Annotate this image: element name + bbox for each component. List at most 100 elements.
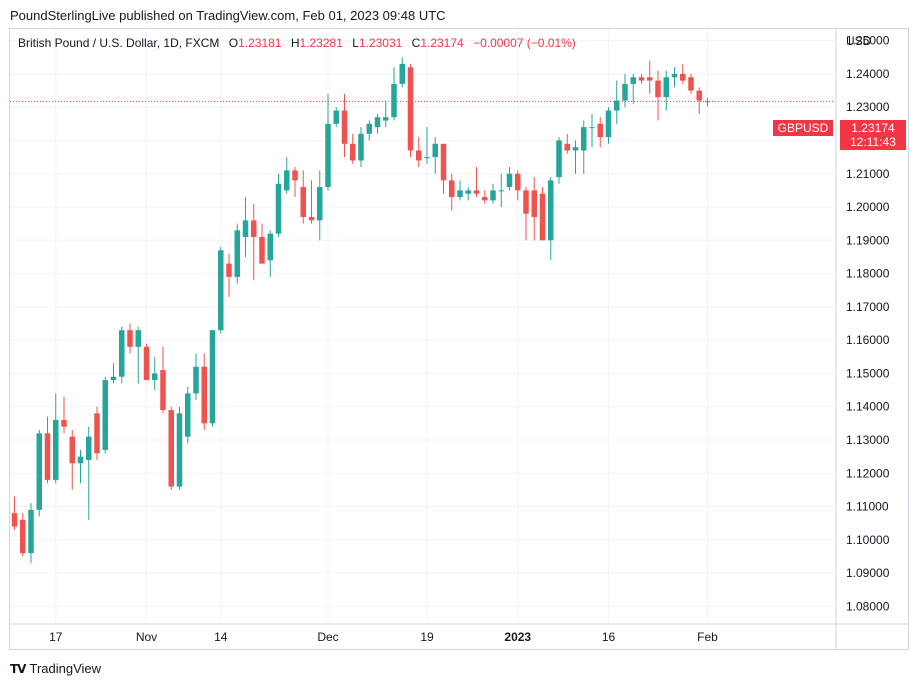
open-label: O — [228, 36, 239, 50]
high-value: 1.23281 — [299, 36, 343, 50]
candle — [193, 353, 199, 401]
candle — [416, 137, 422, 168]
change-value: −0.00007 (−0.01%) — [473, 36, 576, 50]
candle-body — [581, 127, 587, 151]
candle — [259, 223, 265, 264]
candle-body — [193, 366, 199, 394]
low-label: L — [352, 36, 359, 50]
candle — [539, 187, 546, 241]
candle — [11, 496, 18, 530]
candle-body — [622, 83, 628, 101]
candle — [275, 173, 282, 237]
y-tick-label: 1.10000 — [846, 533, 890, 547]
candle-body — [341, 110, 348, 144]
y-tick-label: 1.17000 — [846, 300, 890, 314]
candle-body — [36, 433, 42, 510]
candle — [226, 253, 232, 297]
x-tick-label: Feb — [697, 630, 718, 644]
candle — [523, 187, 529, 241]
candle — [407, 63, 414, 158]
candle-body — [127, 330, 133, 347]
candle-body — [11, 513, 18, 527]
candle — [696, 87, 702, 114]
y-tick-label: 1.08000 — [846, 599, 890, 613]
y-tick-label: 1.23000 — [846, 100, 890, 114]
candle — [630, 73, 636, 104]
candle — [234, 223, 240, 284]
y-tick-label: 1.21000 — [846, 167, 890, 181]
x-tick-label: 14 — [214, 630, 228, 644]
candle-body — [688, 77, 694, 91]
candle — [688, 73, 694, 94]
candle-body — [292, 170, 298, 181]
candle-body — [160, 370, 166, 411]
symbol-price-tag: GBPUSD — [773, 120, 833, 136]
candle-body — [407, 67, 414, 151]
candle — [399, 57, 405, 88]
candle — [292, 167, 298, 198]
candle — [564, 133, 570, 154]
time-scale-labels: 17 Nov 14 Dec 19 2023 16 Feb — [49, 630, 718, 644]
candle-body — [28, 509, 34, 554]
currency-label[interactable]: USD — [846, 34, 872, 48]
candle-body — [638, 77, 645, 81]
candle-body — [267, 233, 273, 261]
candle — [391, 67, 397, 121]
candle-body — [680, 73, 686, 81]
candle — [152, 356, 158, 391]
candle — [61, 396, 67, 434]
candle-body — [482, 197, 488, 201]
candle — [374, 113, 381, 134]
chart-frame[interactable] — [9, 28, 909, 650]
candle-body — [350, 143, 356, 161]
candle — [300, 170, 306, 224]
last-price-tag: 1.23174 12:11:43 — [840, 120, 906, 150]
candle-body — [440, 143, 447, 181]
candle-body — [333, 110, 339, 124]
candles — [11, 57, 711, 564]
x-tick-label: 2023 — [504, 630, 531, 644]
candle — [424, 127, 430, 164]
candle-body — [696, 90, 702, 101]
candle-body — [366, 123, 372, 134]
candle-body — [539, 193, 546, 241]
candle — [704, 97, 711, 107]
candle-body — [53, 420, 59, 480]
candle-body — [589, 127, 595, 129]
candle — [440, 143, 447, 194]
high-label: H — [290, 36, 300, 50]
candle — [350, 133, 356, 164]
candle-body — [531, 190, 537, 218]
candle — [556, 137, 562, 184]
y-tick-label: 1.12000 — [846, 466, 890, 480]
candle-body — [391, 83, 397, 118]
candle — [69, 429, 75, 490]
candle — [325, 93, 331, 191]
candle-body — [572, 147, 579, 151]
candle — [77, 449, 84, 484]
candle-body — [86, 436, 92, 460]
candle-body — [564, 143, 570, 151]
tradingview-brand: TradingView — [29, 661, 102, 676]
candle-body — [399, 63, 405, 84]
candle — [20, 513, 26, 557]
candle — [548, 177, 554, 261]
tradingview-logo[interactable]: 𝗧𝗩 TradingView — [10, 661, 101, 676]
candle-body — [515, 173, 521, 191]
candle — [218, 246, 224, 334]
candle — [143, 343, 150, 381]
candle-body — [152, 373, 158, 381]
candle-body — [605, 110, 612, 138]
candle-body — [185, 393, 191, 437]
candle — [44, 416, 51, 484]
candle — [647, 60, 653, 94]
candle — [515, 170, 521, 201]
candle-body — [317, 187, 323, 221]
candle-body — [226, 263, 232, 277]
candle-body — [597, 123, 603, 138]
candle — [242, 197, 249, 257]
candle — [457, 180, 463, 201]
x-tick-label: 16 — [602, 630, 616, 644]
candle-body — [201, 366, 207, 424]
